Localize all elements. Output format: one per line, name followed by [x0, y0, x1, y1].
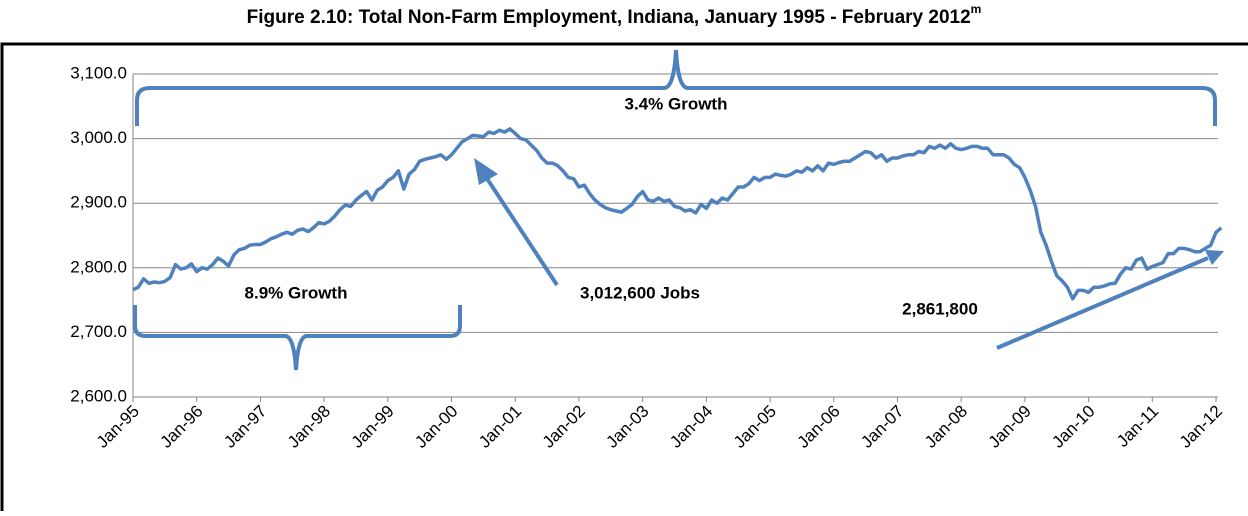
y-tick-label: 2,800.0: [70, 257, 127, 276]
x-tick-label: Jan-03: [602, 402, 652, 452]
annotation-shapes: [133, 49, 1217, 371]
annotation: 3,012,600 Jobs: [580, 283, 700, 302]
y-tick-label: 3,100.0: [70, 63, 127, 82]
x-tick-label: Jan-95: [93, 402, 143, 452]
x-tick-label: Jan-06: [794, 402, 844, 452]
x-tick-label: Jan-99: [348, 402, 398, 452]
x-tick-label: Jan-12: [1176, 402, 1226, 452]
title-superscript: m: [971, 2, 982, 16]
x-tick-label: Jan-11: [1113, 402, 1162, 451]
annotation: 8.9% Growth: [245, 283, 348, 302]
x-tick-label: Jan-97: [220, 402, 270, 452]
y-tick-label: 2,700.0: [70, 322, 127, 341]
chart-title: Figure 2.10: Total Non-Farm Employment, …: [247, 2, 982, 28]
x-tick-label: Jan-07: [857, 402, 907, 452]
annotation: 2,861,800: [902, 299, 978, 318]
annotation: 3.4% Growth: [625, 94, 728, 113]
x-tick-label: Jan-00: [411, 402, 461, 452]
x-tick-label: Jan-04: [666, 402, 716, 452]
y-tick-label: 2,600.0: [70, 386, 127, 405]
data-line: [132, 127, 1223, 301]
arrowhead: [474, 158, 498, 185]
y-tick-label: 3,000.0: [70, 128, 127, 147]
growth-bracket: [135, 49, 1217, 126]
x-tick-label: Jan-98: [284, 402, 334, 452]
arrowhead: [1205, 250, 1224, 265]
y-tick-label: 2,900.0: [70, 193, 127, 212]
x-tick-label: Jan-02: [539, 402, 589, 452]
title-text: Figure 2.10: Total Non-Farm Employment, …: [247, 7, 971, 28]
x-tick-label: Jan-96: [157, 402, 207, 452]
plot-area: 2,600.0 2,700.0 2,800.0 2,900.0 3,000.0 3,100…: [70, 63, 1226, 451]
growth-bracket: [133, 305, 462, 371]
x-tick-label: Jan-08: [921, 402, 971, 452]
x-tick-label: Jan-01: [475, 402, 525, 452]
arrow: [996, 256, 1209, 350]
x-tick-label: Jan-09: [985, 402, 1035, 452]
x-tick-label: Jan-10: [1048, 402, 1098, 452]
x-tick-label: Jan-05: [730, 402, 780, 452]
arrow: [482, 172, 559, 287]
